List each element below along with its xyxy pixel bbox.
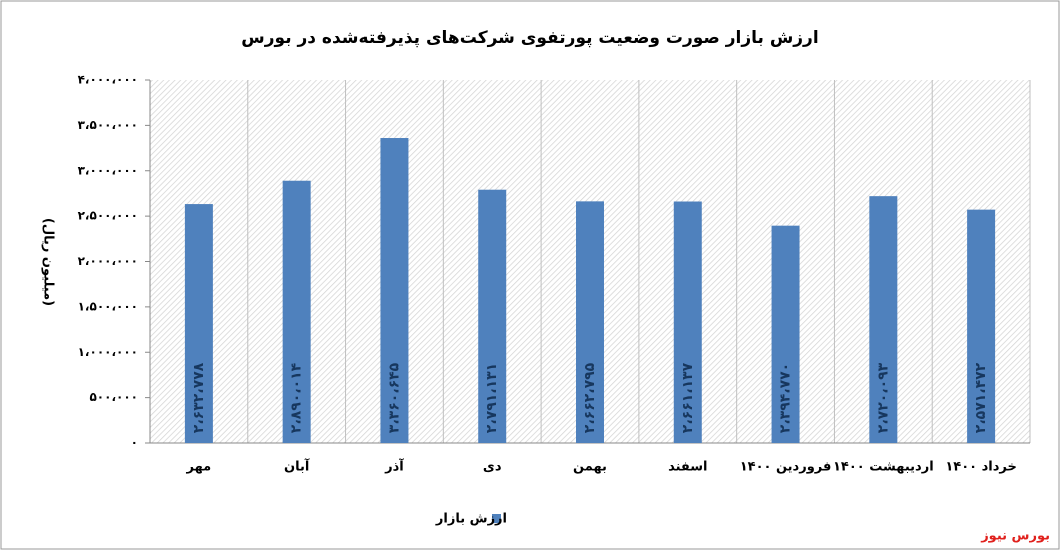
value-label: ۲،۷۹۱،۱۳۱ — [484, 363, 500, 433]
bar — [576, 201, 604, 443]
value-label: ۲،۶۶۲،۷۹۵ — [582, 362, 598, 433]
y-tick-label: ۱،۵۰۰،۰۰۰ — [78, 299, 138, 313]
y-tick-label: ۲،۰۰۰،۰۰۰ — [78, 254, 138, 268]
y-tick-label: ۳،۰۰۰،۰۰۰ — [78, 163, 138, 177]
x-tick-label: بهمن — [573, 460, 607, 475]
y-tick-label: ۵۰۰،۰۰۰ — [89, 390, 138, 404]
bar — [478, 189, 507, 443]
value-label: ۳،۳۶۰،۶۴۵ — [386, 362, 402, 433]
bar — [184, 204, 213, 443]
value-label: ۲،۵۷۱،۴۷۲ — [973, 362, 989, 433]
x-tick-label: آذر — [384, 458, 404, 475]
y-axis-label: (میلیون ریال) — [41, 218, 56, 306]
x-tick-label: مهر — [186, 460, 212, 475]
y-tick-label: ۱،۰۰۰،۰۰۰ — [78, 345, 138, 359]
chart-title: ارزش بازار صورت وضعیت پورتفوی شرکت‌های پ… — [241, 28, 818, 48]
y-tick-label: ۲،۵۰۰،۰۰۰ — [78, 209, 138, 223]
source: بورس نیوز — [980, 529, 1050, 544]
value-label: ۲،۶۳۲،۷۷۸ — [191, 362, 207, 433]
bar — [869, 196, 898, 443]
x-tick-label: اردیبهشت ۱۴۰۰ — [833, 460, 934, 475]
bar — [380, 138, 409, 443]
x-tick-label: آبان — [284, 458, 310, 475]
value-label: ۲،۸۹۰،۰۱۴ — [289, 362, 305, 433]
bar — [967, 209, 996, 443]
x-tick-label: فروردین ۱۴۰۰ — [740, 460, 832, 475]
value-label: ۲،۷۲۰،۰۹۳ — [875, 362, 891, 433]
x-tick-label: دی — [483, 460, 502, 475]
legend-swatch — [492, 514, 501, 523]
y-tick-label: ۰ — [131, 436, 138, 450]
bar — [771, 225, 800, 443]
y-tick-label: ۴،۰۰۰،۰۰۰ — [78, 73, 138, 87]
x-tick-label: خرداد ۱۴۰۰ — [945, 460, 1017, 475]
bar — [282, 180, 311, 443]
bar — [673, 201, 702, 443]
legend-label: ارزش بازار — [435, 512, 507, 527]
value-label: ۲،۳۹۴،۷۷۰ — [778, 363, 794, 433]
value-label: ۲،۶۶۱،۱۳۷ — [680, 362, 696, 433]
x-tick-label: اسفند — [668, 460, 707, 475]
y-tick-label: ۳،۵۰۰،۰۰۰ — [78, 118, 138, 132]
